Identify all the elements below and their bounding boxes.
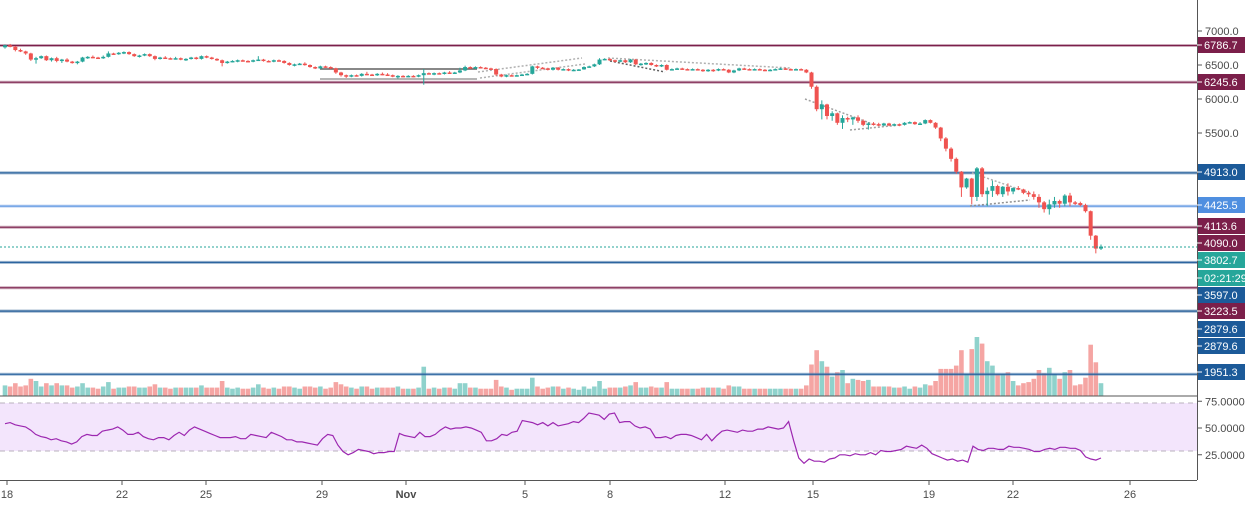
price-tick-label: 6500.0 <box>1205 60 1239 72</box>
wedge-line-lower[interactable] <box>609 60 666 73</box>
price-axis[interactable]: 7000.0 6500.0 6000.0 5500.0 6786.7 6245.6 491… <box>1197 0 1247 480</box>
svg-text:6245.6: 6245.6 <box>1204 77 1238 89</box>
price-tag: 6245.6 <box>1197 74 1245 90</box>
price-tag: 02:21:29 <box>1197 270 1247 286</box>
price-tick-label: 7000.0 <box>1205 26 1239 38</box>
rsi-pane <box>0 402 1197 465</box>
svg-text:4113.6: 4113.6 <box>1204 221 1237 233</box>
pennant-line-lower[interactable] <box>849 124 901 131</box>
price-tick-label: 5500.0 <box>1205 128 1239 140</box>
price-tick-label: 6000.0 <box>1205 94 1239 106</box>
svg-text:4090.0: 4090.0 <box>1204 238 1238 250</box>
time-tick-label: 5 <box>522 489 528 501</box>
price-tag: 3597.0 <box>1197 287 1245 303</box>
horizontal-levels[interactable] <box>0 44 1197 376</box>
svg-text:2879.6: 2879.6 <box>1204 324 1238 336</box>
time-tick-label: 22 <box>116 489 128 501</box>
price-tag: 4425.5 <box>1197 197 1245 213</box>
svg-text:4425.5: 4425.5 <box>1204 200 1238 212</box>
rsi-tick-label: 75.0000 <box>1205 396 1245 408</box>
time-tick-label: 19 <box>923 489 935 501</box>
volume-histogram <box>2 337 1104 396</box>
svg-text:2879.6: 2879.6 <box>1204 341 1238 353</box>
channel-line-upper[interactable] <box>477 57 583 73</box>
price-tag: 6786.7 <box>1197 37 1245 53</box>
drawings[interactable] <box>320 57 1031 207</box>
price-tag: 3802.7 <box>1197 252 1245 268</box>
svg-text:3597.0: 3597.0 <box>1204 290 1238 302</box>
rsi-line <box>4 412 1102 465</box>
price-tag: 4113.6 <box>1197 218 1245 234</box>
price-tag: 4913.0 <box>1197 164 1245 180</box>
time-tick-label: 8 <box>607 489 613 501</box>
rsi-band <box>0 403 1197 451</box>
svg-text:02:21:29: 02:21:29 <box>1204 273 1247 285</box>
candles <box>3 43 1103 254</box>
svg-text:6786.7: 6786.7 <box>1204 40 1238 52</box>
svg-text:4913.0: 4913.0 <box>1204 167 1238 179</box>
rsi-axis[interactable]: 75.0000 50.0000 25.0000 <box>1197 396 1245 462</box>
price-tag: 2879.6 <box>1197 338 1245 354</box>
rsi-tick-label: 50.0000 <box>1205 423 1245 435</box>
price-tag: 2879.6 <box>1197 321 1245 337</box>
time-tick-label: Nov <box>396 489 418 501</box>
price-tag: 1951.3 <box>1197 364 1245 380</box>
svg-text:1951.3: 1951.3 <box>1204 367 1238 379</box>
time-tick-label: 25 <box>200 489 212 501</box>
time-axis[interactable]: 18 22 25 29 Nov 5 8 12 15 19 22 26 <box>0 480 1197 502</box>
time-tick-label: 26 <box>1124 489 1136 501</box>
rsi-tick-label: 25.0000 <box>1205 450 1245 462</box>
price-tag: 4090.0 <box>1197 235 1245 251</box>
time-tick-label: 29 <box>316 489 328 501</box>
price-tag: 3223.5 <box>1197 303 1245 319</box>
svg-text:3802.7: 3802.7 <box>1204 255 1238 267</box>
time-tick-label: 22 <box>1007 489 1019 501</box>
time-tick-label: 18 <box>1 489 13 501</box>
time-tick-label: 15 <box>807 489 819 501</box>
time-tick-label: 12 <box>719 489 731 501</box>
svg-text:3223.5: 3223.5 <box>1204 306 1238 318</box>
